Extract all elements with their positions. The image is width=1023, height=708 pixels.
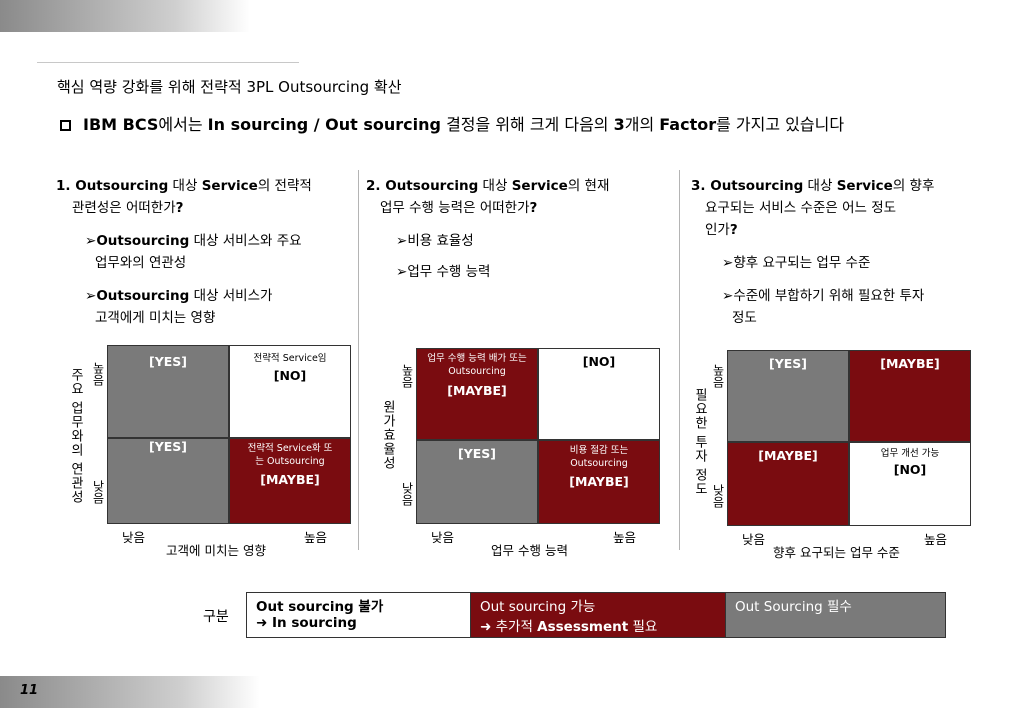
matrix-cell: [YES] bbox=[107, 345, 229, 438]
axis-high-label: 높음 bbox=[304, 530, 328, 545]
legend-in-sourcing: Out sourcing 불가 ➜ In sourcing bbox=[246, 592, 471, 638]
matrix-cell: [MAYBE] bbox=[849, 350, 971, 442]
arrow-bullet-icon: ➢ bbox=[85, 233, 97, 249]
axis-high-label: 높음 bbox=[711, 364, 725, 388]
matrix-cell: [YES] bbox=[727, 350, 849, 442]
matrix-cell: [MAYBE] bbox=[727, 442, 849, 526]
axis-low-label: 낮음 bbox=[711, 484, 725, 508]
section1-question: 1. Outsourcing 대상 Service의 전략적 관련성은 어떠한가… bbox=[56, 178, 312, 216]
axis-low-label: 낮음 bbox=[400, 482, 414, 506]
arrow-bullet-icon: ➢ bbox=[85, 288, 97, 304]
axis-low-label: 낮음 bbox=[431, 530, 455, 545]
legend-out-sourcing: Out Sourcing 필수 bbox=[725, 592, 946, 638]
axis-high-label: 높음 bbox=[924, 532, 948, 547]
slide-subtitle: 핵심 역량 강화를 위해 전략적 3PL Outsourcing 확산 bbox=[57, 78, 402, 96]
section1-x-axis-label: 고객에 미치는 영향 bbox=[166, 543, 266, 558]
section2-x-axis-label: 업무 수행 능력 bbox=[491, 543, 568, 558]
section1-item: ➢Outsourcing 대상 서비스와 주요 업무와의 연관성 bbox=[85, 233, 302, 271]
matrix-cell: 비용 절감 또는 Outsourcing [MAYBE] bbox=[538, 440, 660, 524]
section2-question: 2. Outsourcing 대상 Service의 현재 업무 수행 능력은 … bbox=[366, 178, 610, 216]
bottom-gradient-bar bbox=[0, 676, 260, 708]
matrix-cell: 전략적 Service임 [NO] bbox=[229, 345, 351, 438]
axis-high-label: 높음 bbox=[400, 364, 414, 388]
section3-item: ➢향후 요구되는 업무 수준 bbox=[722, 255, 871, 271]
section2-y-axis-label: 원가효율성 bbox=[380, 400, 395, 470]
axis-high-label: 높음 bbox=[613, 530, 637, 545]
matrix-cell: [NO] bbox=[538, 348, 660, 440]
legend-table: Out sourcing 불가 ➜ In sourcing Out sourci… bbox=[246, 592, 946, 638]
slide-headline: IBM BCS에서는 In sourcing / Out sourcing 결정… bbox=[60, 111, 844, 135]
section3-question: 3. Outsourcing 대상 Service의 향후 요구되는 서비스 수… bbox=[691, 178, 935, 238]
top-gradient-bar bbox=[0, 0, 250, 32]
arrow-bullet-icon: ➢ bbox=[722, 288, 734, 304]
section1-y-axis-label: 주요 업무와의 연관성 bbox=[68, 368, 83, 505]
arrow-bullet-icon: ➢ bbox=[396, 233, 408, 249]
checkbox-bullet-icon bbox=[60, 120, 71, 131]
section2-item: ➢업무 수행 능력 bbox=[396, 264, 491, 280]
arrow-bullet-icon: ➢ bbox=[396, 264, 408, 280]
section3-item: ➢수준에 부합하기 위해 필요한 투자 정도 bbox=[722, 288, 925, 326]
matrix-cell: [YES] bbox=[416, 440, 538, 524]
header-divider bbox=[37, 62, 299, 63]
column-divider bbox=[358, 170, 359, 550]
legend-assessment: Out sourcing 가능 ➜ 추가적 Assessment 필요 bbox=[470, 592, 726, 638]
axis-low-label: 낮음 bbox=[91, 480, 105, 504]
axis-high-label: 높음 bbox=[91, 362, 105, 386]
matrix-cell: [YES] bbox=[107, 438, 229, 524]
matrix-cell: 전략적 Service화 또는 Outsourcing [MAYBE] bbox=[229, 438, 351, 524]
axis-low-label: 낮음 bbox=[122, 530, 146, 545]
page-number: 11 bbox=[20, 683, 39, 698]
arrow-bullet-icon: ➢ bbox=[722, 255, 734, 271]
section1-item: ➢Outsourcing 대상 서비스가 고객에게 미치는 영향 bbox=[85, 288, 273, 326]
legend-label: 구분 bbox=[203, 609, 229, 625]
matrix-cell: 업무 수행 능력 배가 또는 Outsourcing [MAYBE] bbox=[416, 348, 538, 440]
section3-y-axis-label: 필요한 투자 정도 bbox=[692, 388, 707, 497]
section2-item: ➢비용 효율성 bbox=[396, 233, 474, 249]
axis-low-label: 낮음 bbox=[742, 532, 766, 547]
matrix-cell: 업무 개선 가능 [NO] bbox=[849, 442, 971, 526]
column-divider bbox=[679, 170, 680, 550]
section3-x-axis-label: 향후 요구되는 업무 수준 bbox=[773, 545, 900, 560]
